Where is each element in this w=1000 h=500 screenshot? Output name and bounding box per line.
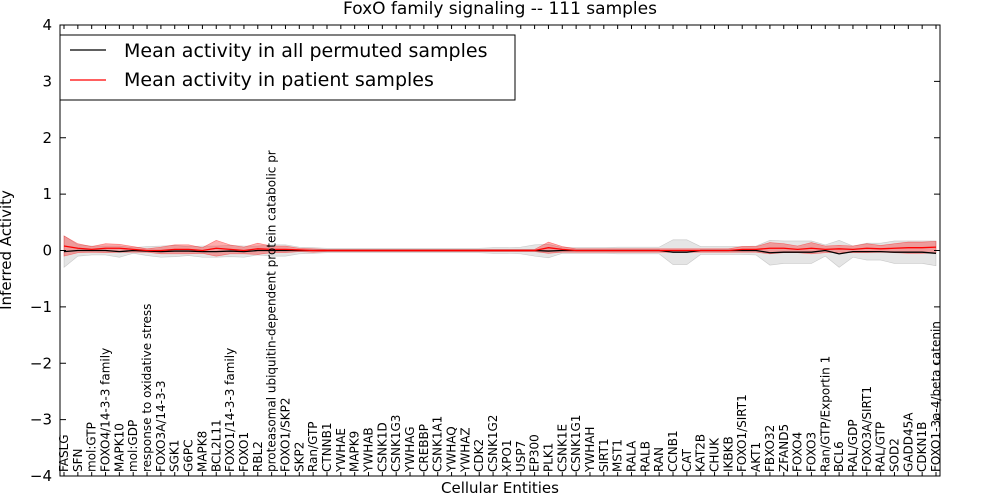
- x-category-label: RALB: [638, 441, 652, 472]
- x-category-label: YWHAB: [362, 427, 376, 473]
- x-category-label: FASLG: [57, 434, 71, 472]
- x-category-label: FOXO3A/SIRT1: [860, 386, 874, 472]
- x-category-label: XPO1: [500, 439, 514, 472]
- x-category-label: CSNK1A1: [431, 416, 445, 472]
- legend-label-patient: Mean activity in patient samples: [124, 69, 434, 91]
- x-category-label: MAPK8: [195, 431, 209, 472]
- x-category-label: CHUK: [708, 437, 722, 472]
- x-category-label: CDKN1B: [915, 422, 929, 472]
- y-tick-label: 2: [42, 129, 52, 147]
- legend-box: [59, 34, 516, 101]
- x-category-label: CSNK1E: [555, 424, 569, 472]
- y-tick-label: 1: [42, 185, 52, 203]
- x-category-label: FOXO4: [791, 432, 805, 472]
- x-category-label: BCL6: [832, 441, 846, 472]
- x-category-label: response to oxidative stress: [140, 304, 154, 472]
- x-category-label: FOXO1/14-3-3 family: [223, 348, 237, 472]
- x-category-label: FOXO1-3a-4/beta catenin: [929, 321, 943, 472]
- x-category-label: SKP2: [292, 442, 306, 472]
- x-category-label: SOD2: [887, 438, 901, 472]
- x-category-label: FOXO1/SIRT1: [735, 394, 749, 472]
- x-category-label: CCNB1: [666, 430, 680, 472]
- x-category-label: G6PC: [182, 439, 196, 472]
- x-category-label: FOXO3A/14-3-3: [154, 380, 168, 472]
- x-category-label: ZFAND5: [777, 424, 791, 472]
- axes: −4 −3 −2 −1 0 1 2 3 4 FASLG SFN mol:GTP FOXO4/14-3-3…: [30, 16, 943, 485]
- x-category-label: MAPK9: [348, 431, 362, 472]
- y-tick-label: −1: [30, 298, 52, 316]
- x-category-label: CSNK1G2: [486, 415, 500, 472]
- x-category-label: BCL2L11: [209, 419, 223, 472]
- x-category-label: CTNNB1: [320, 422, 334, 472]
- y-tick-label: 0: [42, 242, 52, 260]
- x-category-label: AKT1: [749, 442, 763, 472]
- x-axis-label: Cellular Entities: [441, 479, 559, 497]
- x-category-label: SFN: [71, 449, 85, 473]
- legend-label-permuted: Mean activity in all permuted samples: [124, 40, 487, 62]
- y-tick-label: −4: [30, 467, 52, 485]
- x-category-label: KAT2B: [694, 434, 708, 472]
- x-category-label: mol:GTP: [85, 422, 99, 472]
- x-category-label: PLK1: [541, 443, 555, 472]
- x-category-label: YWHAH: [583, 427, 597, 473]
- y-tick-label: 3: [42, 72, 52, 90]
- y-tick-label: −2: [30, 354, 52, 372]
- x-category-label: IKBKB: [721, 436, 735, 472]
- x-category-label: FOXO1: [237, 432, 251, 472]
- x-category-label: SIRT1: [597, 438, 611, 472]
- x-category-label: CREBBP: [417, 424, 431, 472]
- x-category-label: USP7: [514, 441, 528, 472]
- x-category-label: RAL/GTP: [874, 422, 888, 472]
- x-category-label: GADD45A: [901, 412, 915, 472]
- x-category-label: FOXO1/SKP2: [278, 397, 292, 472]
- y-tick-label: 4: [42, 16, 52, 34]
- x-category-label: CAT: [680, 448, 694, 472]
- x-category-label: FBXO32: [763, 425, 777, 472]
- x-category-label: YWHAZ: [458, 427, 472, 473]
- x-category-label: RAN: [652, 447, 666, 472]
- x-category-label: Ran/GTP: [306, 421, 320, 472]
- x-category-label: MST1: [611, 439, 625, 472]
- x-category-label: YWHAE: [334, 428, 348, 473]
- x-category-label: MAPK10: [112, 423, 126, 472]
- x-category-label: CSNK1G1: [569, 415, 583, 472]
- plot-area: [63, 235, 937, 269]
- x-category-label: YWHAQ: [445, 426, 459, 473]
- x-category-label: YWHAG: [403, 426, 417, 473]
- x-category-label: mol:GDP: [126, 420, 140, 472]
- x-category-label: CSNK1D: [375, 422, 389, 472]
- x-category-label: FOXO4/14-3-3 family: [99, 348, 113, 472]
- x-category-label: CDK2: [472, 439, 486, 472]
- x-category-label: RALA: [624, 440, 638, 472]
- patient-mean-line: [63, 245, 937, 252]
- x-category-label: FOXO3: [804, 432, 818, 472]
- chart-title: FoxO family signaling -- 111 samples: [343, 0, 657, 19]
- x-category-label: EP300: [528, 434, 542, 472]
- x-category-label: RBL2: [251, 441, 265, 472]
- y-axis-label: Inferred Activity: [0, 190, 15, 310]
- permuted-confidence-band: [63, 235, 937, 269]
- x-category-label: proteasomal ubiquitin-dependent protein …: [265, 150, 279, 472]
- x-category-label: RAL/GDP: [846, 419, 860, 472]
- x-category-label: Ran/GTP/Exportin 1: [818, 356, 832, 472]
- legend: Mean activity in all permuted samples Me…: [59, 34, 516, 101]
- x-category-label: CSNK1G3: [389, 415, 403, 472]
- y-tick-label: −3: [30, 411, 52, 429]
- x-category-label: SGK1: [168, 440, 182, 472]
